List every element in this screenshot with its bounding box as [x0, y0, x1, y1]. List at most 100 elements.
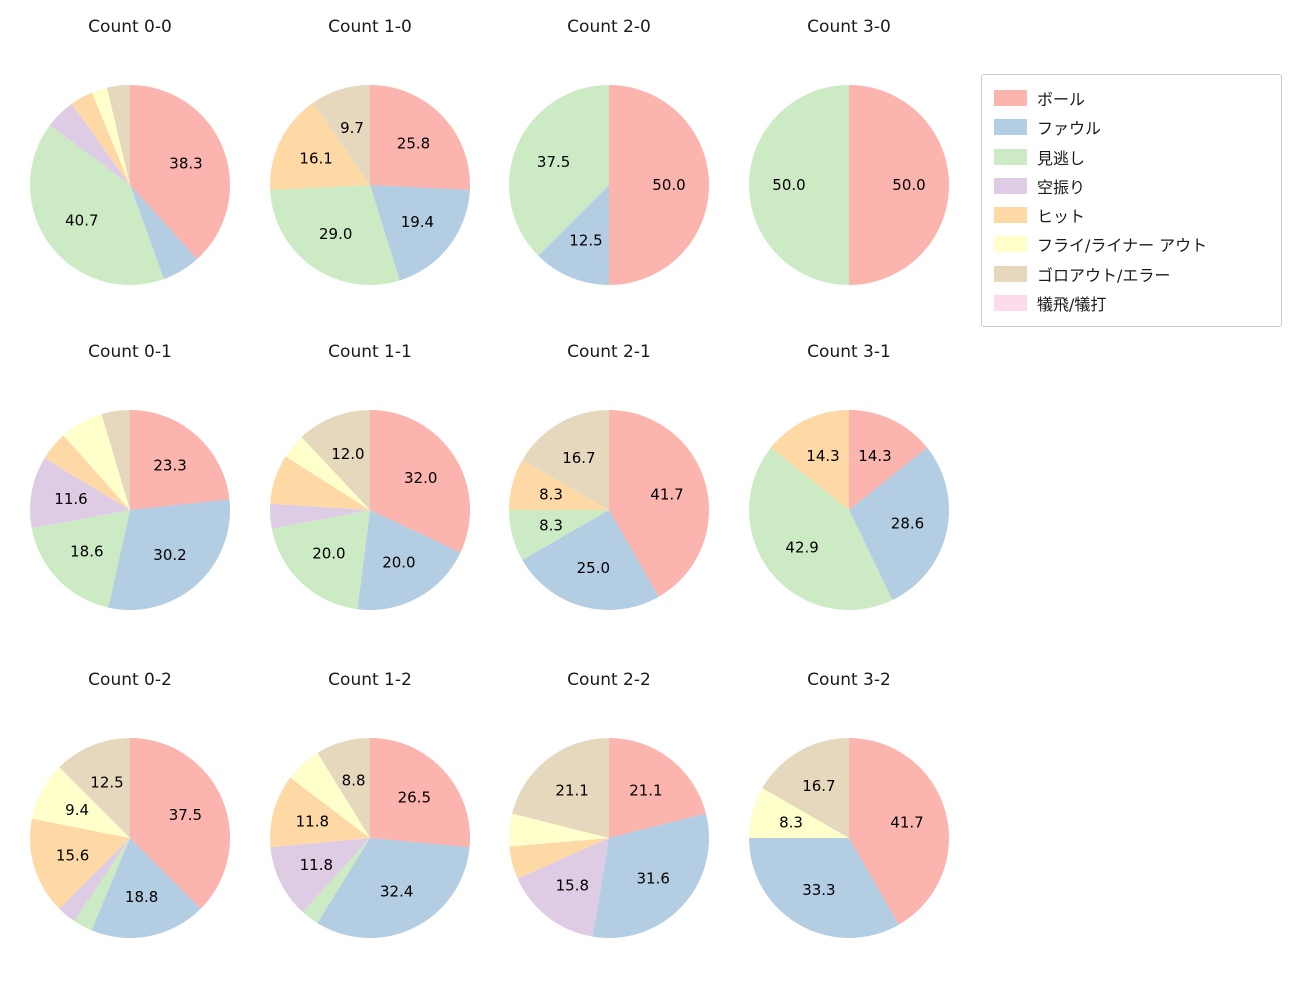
pie-slice	[71, 92, 130, 185]
legend-label: フライ/ライナー アウト	[1037, 236, 1208, 256]
pie-chart-count-2-2: Count 2-2 21.1 31.6 15.8 21.1	[499, 670, 719, 948]
pie-slice	[509, 510, 609, 560]
pie-slice	[522, 510, 659, 611]
pct-label: 40.7	[65, 212, 98, 230]
legend-label: ボール	[1037, 90, 1086, 110]
legend-item: ボール	[994, 86, 1269, 110]
chart-title: Count 0-1	[88, 342, 172, 362]
pie-slice	[270, 777, 370, 848]
pie-slice	[370, 738, 470, 848]
pct-label: 50.0	[772, 176, 805, 194]
pct-label: 42.9	[785, 538, 818, 556]
legend-swatch	[994, 148, 1027, 165]
pie-slice	[509, 813, 609, 847]
pie-svg: 25.8 19.4 29.0 16.1 9.7	[270, 85, 470, 286]
legend-label: ヒット	[1037, 207, 1086, 227]
pct-label: 21.1	[629, 782, 662, 800]
pie-slice	[317, 738, 370, 838]
pie-svg: 37.5 18.8 15.6 9.412.5	[30, 738, 230, 939]
pct-label: 31.6	[636, 870, 669, 888]
pie-slice	[312, 85, 370, 185]
pct-label: 25.0	[577, 559, 610, 577]
pie-slice	[749, 788, 849, 838]
pie-slice	[44, 435, 130, 510]
pct-label: 15.8	[556, 877, 589, 895]
pie-slice	[302, 838, 370, 923]
chart-title: Count 2-2	[567, 670, 651, 690]
pct-label: 37.5	[537, 153, 570, 171]
pct-label: 16.7	[802, 777, 835, 795]
pie-chart-count-2-1: Count 2-1 41.7 25.0 8.3 8.3 16.7	[499, 342, 719, 620]
legend-item: ファウル	[994, 115, 1269, 139]
pct-label: 16.7	[562, 449, 595, 467]
legend-label: ファウル	[1037, 119, 1102, 139]
pct-label: 37.5	[169, 806, 202, 824]
pie-slice	[512, 738, 609, 838]
pct-label: 8.3	[539, 486, 563, 504]
pct-label: 28.6	[891, 514, 924, 532]
pie-chart-count-2-0: Count 2-0 50.0 12.5 37.5	[499, 17, 719, 295]
pct-label: 9.7	[340, 119, 364, 137]
pie-slice	[59, 838, 130, 922]
pct-label: 11.8	[296, 813, 329, 831]
pie-slice	[301, 410, 370, 510]
pie-svg: 32.0 20.0 20.0 12.0	[270, 410, 470, 610]
pct-label: 11.8	[300, 856, 333, 874]
pie-svg: 41.7 33.3 8.3 16.7	[749, 738, 950, 939]
pct-label: 15.6	[56, 847, 89, 865]
pct-label: 30.2	[153, 546, 186, 564]
pie-slice	[509, 85, 609, 256]
pie-slice	[59, 738, 130, 838]
pie-slice	[108, 499, 230, 610]
pie-slice	[92, 87, 130, 185]
legend-label: 見逃し	[1037, 148, 1086, 168]
legend-item: ヒット	[994, 203, 1269, 227]
pie-svg: 50.0 12.5 37.5	[509, 85, 709, 285]
pie-slice	[849, 85, 949, 285]
chart-title: Count 2-1	[567, 342, 651, 362]
chart-title: Count 0-0	[88, 17, 172, 37]
pie-slice	[370, 85, 470, 191]
pie-slice	[285, 437, 370, 510]
pct-label: 12.5	[90, 774, 123, 792]
pie-slice	[317, 838, 470, 938]
pie-slice	[749, 838, 899, 939]
pct-label: 23.3	[153, 456, 186, 474]
pct-label: 38.3	[169, 154, 202, 172]
chart-title: Count 2-0	[567, 17, 651, 37]
pie-svg: 23.3 30.2 18.6 11.6	[30, 410, 230, 610]
pct-label: 11.6	[54, 490, 87, 508]
pct-label: 14.3	[806, 447, 839, 465]
pie-slice	[31, 767, 130, 838]
legend: ボール ファウル 見逃し 空振り ヒット フライ/ライナー アウト ゴロアウト/エラー 犠飛/…	[981, 74, 1282, 327]
pct-label: 33.3	[802, 881, 835, 899]
pie-slice	[271, 510, 370, 610]
legend-label: 犠飛/犠打	[1037, 294, 1107, 314]
pie-chart-count-3-1: Count 3-1 14.3 28.6 42.9 14.3	[739, 342, 959, 620]
pie-chart-count-1-1: Count 1-1 32.0 20.0 20.0 12.0	[260, 342, 480, 620]
chart-title: Count 1-2	[328, 670, 412, 690]
pie-slice	[609, 738, 706, 838]
legend-item: 犠飛/犠打	[994, 291, 1269, 315]
pie-slice	[270, 185, 400, 286]
pie-slice	[270, 503, 370, 529]
legend-swatch	[994, 236, 1027, 253]
pct-label: 50.0	[652, 176, 685, 194]
pie-slice	[522, 410, 609, 510]
pct-label: 21.1	[555, 782, 588, 800]
pie-chart-count-3-0: Count 3-0 50.0 50.0	[739, 17, 959, 295]
pie-slice	[29, 125, 164, 286]
pct-label: 25.8	[397, 135, 430, 153]
pie-slice	[74, 838, 130, 931]
pct-label: 29.0	[319, 225, 352, 243]
pct-label: 8.3	[779, 814, 803, 832]
pct-label: 26.5	[398, 789, 431, 807]
pie-slice	[609, 410, 710, 597]
pct-label: 41.7	[890, 814, 923, 832]
pie-slice	[749, 85, 849, 285]
pie-chart-count-1-0: Count 1-0 25.8 19.4 29.0 16.1 9.7	[260, 17, 480, 295]
pie-slice	[770, 410, 849, 510]
pct-label: 32.0	[404, 469, 437, 487]
pct-label: 20.0	[382, 554, 415, 572]
pie-slice	[849, 410, 928, 510]
